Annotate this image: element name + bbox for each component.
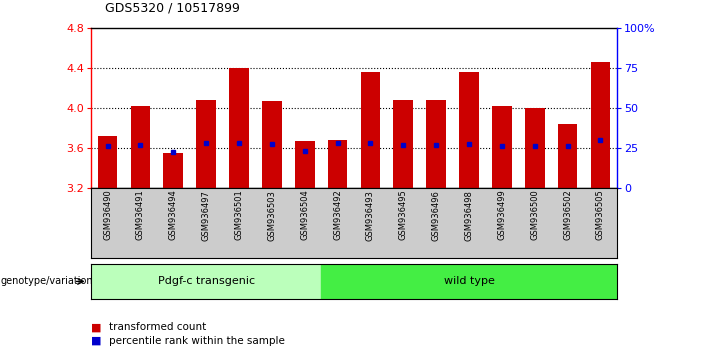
Text: GSM936502: GSM936502 <box>563 190 572 240</box>
Bar <box>196 100 216 188</box>
Text: ■: ■ <box>91 322 102 332</box>
Text: GSM936490: GSM936490 <box>103 190 112 240</box>
Bar <box>163 153 183 188</box>
Text: GSM936503: GSM936503 <box>267 190 276 241</box>
Bar <box>262 101 282 188</box>
Text: GSM936494: GSM936494 <box>169 190 178 240</box>
Text: GSM936501: GSM936501 <box>235 190 243 240</box>
Text: GDS5320 / 10517899: GDS5320 / 10517899 <box>105 1 240 14</box>
Text: percentile rank within the sample: percentile rank within the sample <box>109 336 285 346</box>
Text: wild type: wild type <box>444 276 494 286</box>
Bar <box>91 264 321 299</box>
Bar <box>130 106 150 188</box>
Text: GSM936495: GSM936495 <box>399 190 408 240</box>
Bar <box>97 136 118 188</box>
Text: Pdgf-c transgenic: Pdgf-c transgenic <box>158 276 254 286</box>
Bar <box>229 68 249 188</box>
Bar <box>393 100 413 188</box>
Bar <box>426 100 446 188</box>
Bar <box>321 264 617 299</box>
Text: GSM936498: GSM936498 <box>465 190 473 241</box>
Bar <box>295 141 315 188</box>
Bar <box>558 124 578 188</box>
Text: GSM936500: GSM936500 <box>530 190 539 240</box>
Bar <box>492 106 512 188</box>
Text: GSM936505: GSM936505 <box>596 190 605 240</box>
Text: GSM936496: GSM936496 <box>432 190 441 241</box>
Bar <box>328 140 348 188</box>
Text: GSM936491: GSM936491 <box>136 190 145 240</box>
Text: genotype/variation: genotype/variation <box>1 276 93 286</box>
Text: GSM936492: GSM936492 <box>333 190 342 240</box>
Bar <box>459 72 479 188</box>
Text: GSM936499: GSM936499 <box>498 190 506 240</box>
Text: transformed count: transformed count <box>109 322 206 332</box>
Text: ■: ■ <box>91 336 102 346</box>
Text: GSM936493: GSM936493 <box>366 190 375 241</box>
Bar <box>360 72 381 188</box>
Text: GSM936497: GSM936497 <box>202 190 210 241</box>
Text: GSM936504: GSM936504 <box>300 190 309 240</box>
Bar <box>525 108 545 188</box>
Bar <box>590 62 611 188</box>
